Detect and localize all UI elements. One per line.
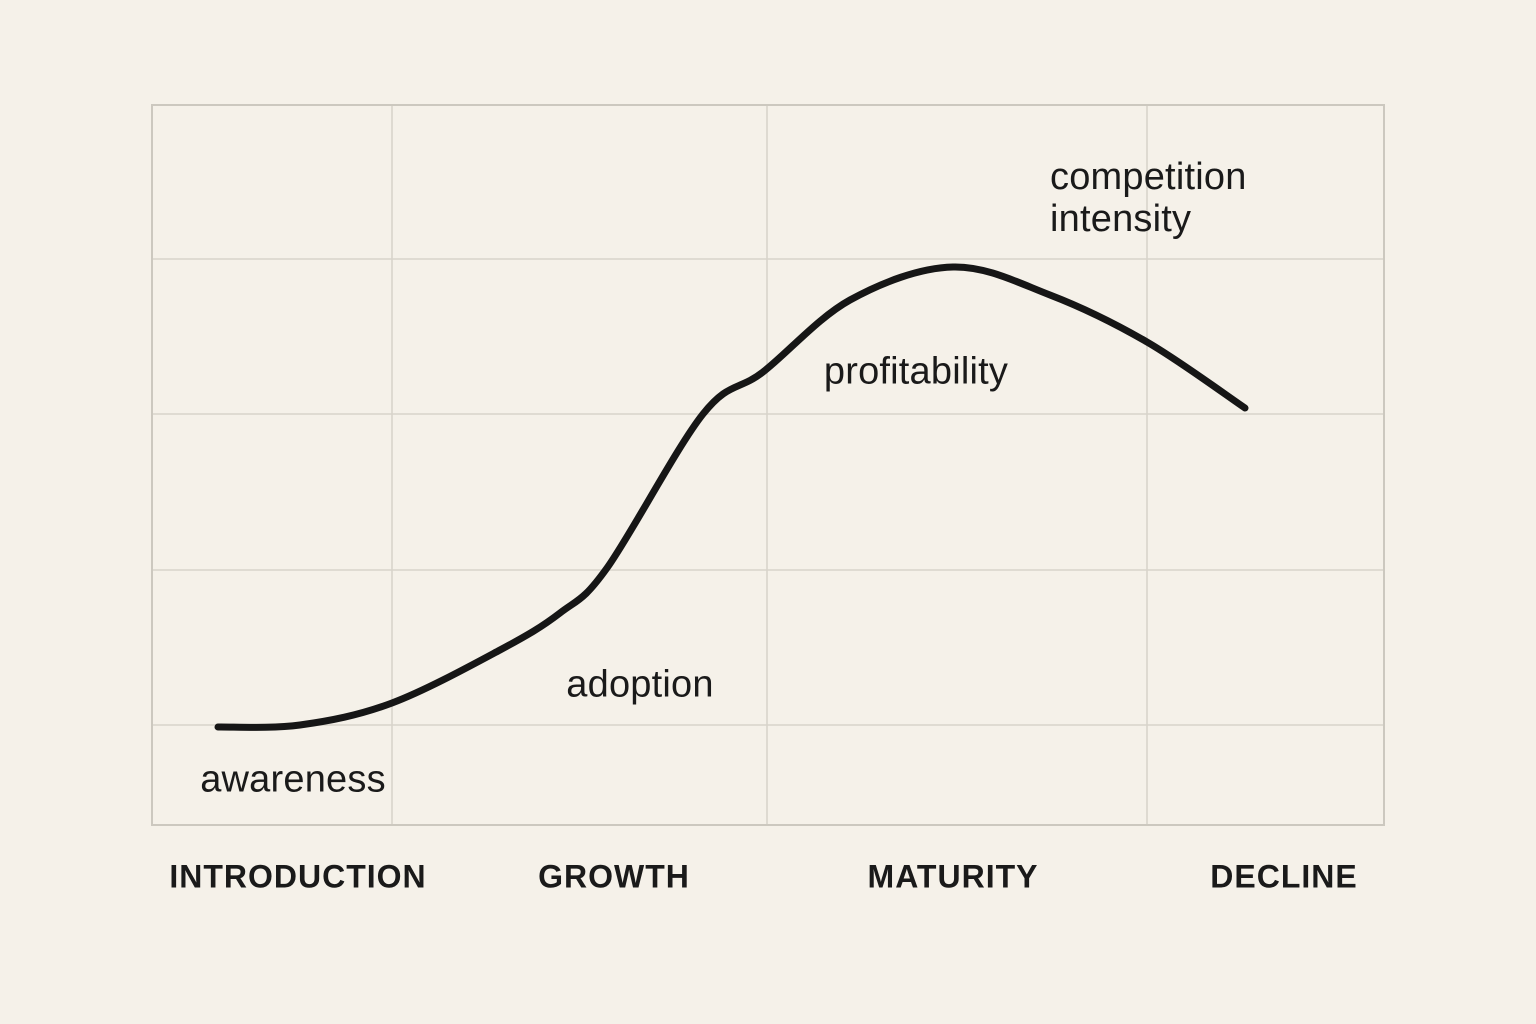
curve-label-competition-line1: competition: [1050, 156, 1247, 198]
phase-label-maturity-text: MATURITY: [867, 858, 1039, 895]
grid-lines: [151, 104, 1385, 826]
curve-label-awareness: awareness: [200, 759, 386, 802]
lifecycle-curve: [214, 263, 1249, 731]
phase-label-decline-text: DECLINE: [1210, 858, 1358, 895]
phase-label-introduction-text: INTRODUCTION: [169, 858, 427, 895]
phase-label-growth: GROWTH: [538, 859, 690, 896]
curve-label-adoption: adoption: [566, 664, 713, 707]
phase-label-decline: DECLINE: [1210, 859, 1357, 896]
phase-label-maturity: MATURITY: [868, 859, 1039, 896]
phase-label-introduction: INTRODUCTION: [169, 859, 426, 896]
curve-label-profitability-text: profitability: [823, 350, 1009, 393]
curve-label-competition-line2: intensity: [1050, 198, 1192, 240]
curve-label-profitability: profitability: [824, 351, 1008, 394]
phase-label-growth-text: GROWTH: [538, 858, 690, 895]
curve-label-awareness-text: awareness: [200, 758, 386, 801]
curve-label-adoption-text: adoption: [566, 663, 714, 706]
curve-label-competition-intensity: competition intensity: [1050, 156, 1247, 240]
